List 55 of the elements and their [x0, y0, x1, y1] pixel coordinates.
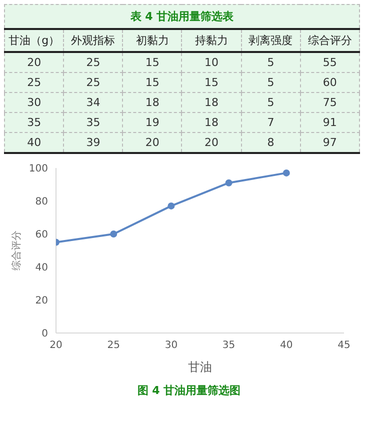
x-axis-title: 甘油 — [188, 360, 212, 374]
data-label: 60 — [300, 72, 360, 92]
data-label: 7 — [241, 112, 300, 132]
point — [225, 179, 232, 186]
data-label: 18 — [182, 112, 242, 132]
data-label: 35 — [64, 112, 123, 132]
data-label: 5 — [241, 92, 300, 112]
data-label: 25 — [64, 52, 123, 72]
data-label: 10 — [182, 52, 242, 72]
data-label: 91 — [300, 112, 360, 132]
y-tick-label: 60 — [35, 230, 48, 241]
x-tick-label: 外观指标 — [64, 29, 123, 52]
data-label: 15 — [122, 72, 182, 92]
x-tick-label: 40 — [280, 340, 293, 352]
point — [110, 230, 118, 238]
x-tick-label: 45 — [338, 340, 350, 352]
data-label: 39 — [64, 132, 123, 153]
x-tick-label: 综合评分 — [300, 29, 360, 52]
y-tick-label: 40 — [4, 132, 64, 153]
x-tick-label: 初黏力 — [122, 29, 182, 52]
x-tick-label: 剥离强度 — [241, 29, 300, 52]
data-label: 25 — [64, 72, 123, 92]
data-label: 15 — [122, 52, 182, 72]
data-label: 55 — [300, 52, 360, 72]
data-label: 19 — [122, 112, 182, 132]
x-tick-label: 30 — [164, 340, 178, 352]
data-label: 8 — [241, 132, 300, 153]
y-tick-label: 25 — [4, 72, 64, 92]
data-label: 5 — [241, 72, 300, 92]
caption: 图 4 甘油用量筛选图 — [136, 383, 242, 398]
data-label: 20 — [182, 132, 242, 153]
y-axis-title: 甘油（g） — [4, 29, 64, 52]
y-tick-label: 100 — [28, 164, 48, 175]
point — [282, 169, 290, 176]
x-tick-label: 持黏力 — [182, 29, 242, 52]
y-tick-label: 40 — [35, 262, 48, 274]
y-tick-label: 35 — [4, 112, 64, 132]
point — [168, 202, 175, 210]
chart-title: 表 4 甘油用量筛选表 — [4, 4, 360, 29]
data-label: 34 — [64, 92, 123, 112]
data-label: 18 — [182, 92, 242, 112]
y-tick-label: 20 — [4, 52, 64, 72]
y-tick-label: 0 — [42, 328, 48, 340]
y-tick-label: 20 — [35, 296, 48, 307]
y-axis-title: 综合评分 — [10, 230, 23, 270]
data-label: 5 — [241, 52, 300, 72]
x-tick-label: 35 — [222, 340, 236, 352]
data-label: 18 — [122, 92, 182, 112]
y-tick-label: 30 — [4, 92, 64, 112]
data-label: 75 — [300, 92, 360, 112]
data-label: 97 — [300, 132, 360, 153]
x-tick-label: 25 — [107, 340, 120, 352]
y-tick-label: 80 — [35, 196, 48, 208]
data-label: 15 — [182, 72, 242, 92]
data-label: 20 — [122, 132, 182, 153]
